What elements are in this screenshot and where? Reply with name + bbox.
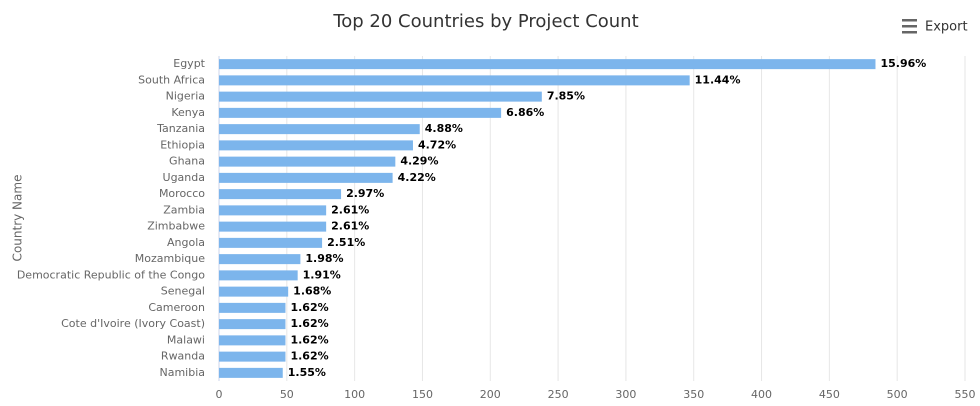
data-label: 6.86% [506, 106, 544, 119]
x-tick-label: 100 [344, 388, 365, 401]
y-tick-label: Kenya [171, 106, 205, 119]
y-tick-label: Mozambique [135, 252, 205, 265]
y-tick-label: Egypt [173, 57, 205, 70]
y-tick-label: Democratic Republic of the Congo [17, 268, 205, 281]
chart-title: Top 20 Countries by Project Count [332, 11, 638, 32]
bar [219, 237, 323, 248]
y-tick-label: Ghana [169, 155, 205, 168]
bar [219, 107, 502, 118]
y-tick-label: Tanzania [156, 122, 205, 135]
data-label: 1.98% [305, 252, 343, 265]
data-label: 15.96% [880, 57, 926, 70]
x-tick-label: 150 [412, 388, 433, 401]
bar [219, 286, 289, 297]
bar [219, 59, 876, 70]
data-label: 4.29% [400, 155, 438, 168]
bar [219, 254, 301, 265]
bar [219, 75, 690, 86]
y-tick-label: Zimbabwe [147, 220, 205, 233]
bar [219, 319, 286, 330]
data-label: 2.97% [346, 187, 384, 200]
data-label: 1.62% [290, 301, 328, 314]
y-tick-label: Cameroon [148, 301, 205, 314]
y-tick-label: Morocco [159, 187, 205, 200]
bar [219, 221, 327, 232]
x-tick-label: 500 [887, 388, 908, 401]
y-tick-label: Nigeria [166, 90, 205, 103]
data-label: 2.61% [331, 203, 369, 216]
bar [219, 172, 393, 183]
data-label: 4.72% [418, 138, 456, 151]
y-tick-label: Senegal [161, 285, 205, 298]
y-tick-label: Rwanda [161, 350, 205, 363]
y-tick-label: Zambia [163, 203, 205, 216]
menu-icon-line [902, 31, 917, 34]
x-tick-label: 400 [751, 388, 772, 401]
x-tick-label: 0 [216, 388, 223, 401]
data-label: 4.22% [398, 171, 436, 184]
bar [219, 156, 396, 167]
bar [219, 302, 286, 313]
data-label: 7.85% [547, 90, 585, 103]
x-tick-label: 300 [615, 388, 636, 401]
y-tick-label: South Africa [138, 73, 205, 86]
menu-icon-line [902, 25, 917, 28]
y-tick-label: Uganda [163, 171, 205, 184]
bar [219, 270, 298, 281]
x-tick-label: 250 [548, 388, 569, 401]
y-tick-label: Ethiopia [160, 138, 205, 151]
data-label: 1.62% [290, 333, 328, 346]
y-tick-label: Namibia [159, 366, 205, 379]
export-button[interactable]: Export [902, 19, 968, 35]
data-label: 2.61% [331, 220, 369, 233]
export-label[interactable]: Export [925, 20, 968, 35]
data-label: 4.88% [425, 122, 463, 135]
y-axis-title: Country Name [11, 175, 25, 262]
bar [219, 189, 342, 200]
x-tick-label: 200 [480, 388, 501, 401]
bar [219, 140, 413, 151]
x-tick-label: 350 [683, 388, 704, 401]
bar [219, 124, 420, 135]
bar [219, 367, 283, 378]
x-tick-label: 50 [280, 388, 294, 401]
data-label: 2.51% [327, 236, 365, 249]
data-label: 1.68% [293, 285, 331, 298]
y-tick-label: Malawi [167, 333, 205, 346]
data-label: 1.91% [303, 268, 341, 281]
x-tick-label: 550 [955, 388, 976, 401]
data-label: 11.44% [695, 73, 741, 86]
data-label: 1.55% [288, 366, 326, 379]
bar [219, 205, 327, 216]
data-label: 1.62% [290, 350, 328, 363]
bar [219, 335, 286, 346]
x-tick-label: 450 [819, 388, 840, 401]
y-tick-label: Cote d'Ivoire (Ivory Coast) [61, 317, 205, 330]
y-tick-label: Angola [167, 236, 205, 249]
bar [219, 351, 286, 362]
menu-icon-line [902, 19, 917, 22]
data-label: 1.62% [290, 317, 328, 330]
bar [219, 91, 542, 102]
